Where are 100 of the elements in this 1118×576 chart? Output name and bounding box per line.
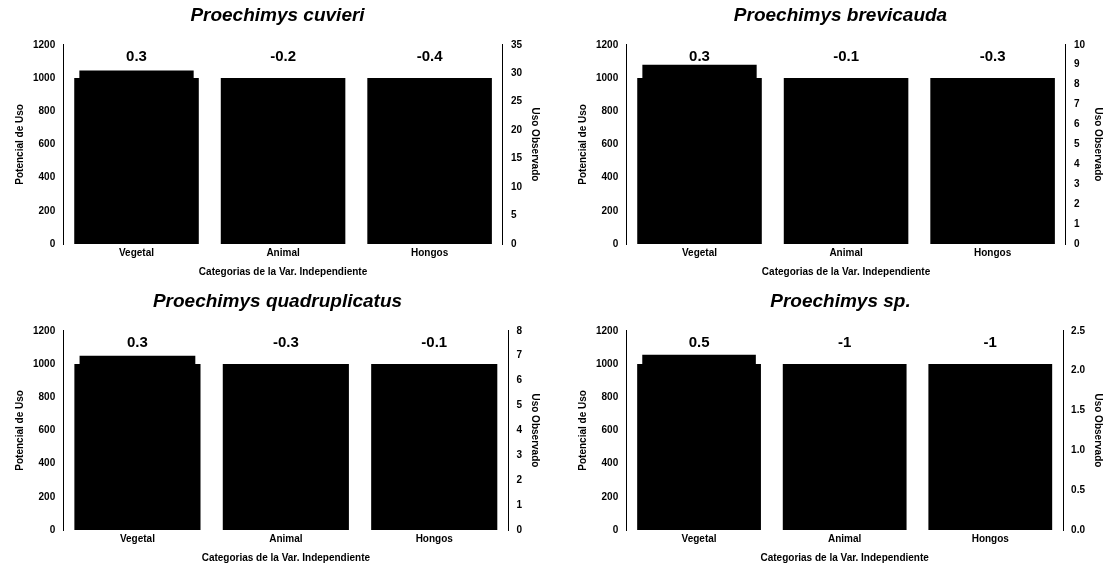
- x-tick-label: Vegetal: [682, 246, 718, 258]
- y2-tick-label: 9: [1073, 58, 1080, 70]
- y2-tick-label: 25: [510, 95, 523, 107]
- chart-title: Proechimys sp.: [770, 289, 911, 311]
- y-tick-label: 800: [38, 104, 56, 116]
- x-tick-label: Animal: [828, 532, 862, 544]
- y2-tick-label: 2.5: [1071, 324, 1086, 336]
- y2-tick-label: 1.5: [1071, 404, 1086, 416]
- y-tick-label: 1000: [596, 71, 619, 83]
- y2-tick-label: 0.5: [1071, 483, 1086, 495]
- y-axis-title: Potencial de Uso: [13, 104, 25, 185]
- annotation: -0.2: [270, 46, 296, 64]
- y2-tick-label: 0: [516, 523, 523, 535]
- y2-tick-label: 3: [516, 449, 523, 461]
- x-tick-label: Vegetal: [119, 532, 156, 544]
- x-tick-label: Vegetal: [119, 246, 155, 258]
- y2-tick-label: 5: [1073, 138, 1080, 150]
- y-tick-label: 800: [601, 390, 619, 402]
- y2-tick-label: 30: [510, 67, 523, 79]
- y2-tick-label: 7: [1073, 98, 1080, 110]
- y2-tick-label: 6: [1073, 118, 1080, 130]
- y2-axis-title: Uso Observado: [1093, 107, 1105, 182]
- y2-tick-label: 0: [510, 237, 517, 249]
- y-tick-label: 1000: [33, 71, 56, 83]
- y-axis-title: Potencial de Uso: [13, 390, 25, 471]
- x-tick-label: Animal: [829, 246, 863, 258]
- x-axis-title: Categorias de la Var. Independiente: [201, 551, 371, 563]
- y-tick-label: 1200: [33, 38, 56, 50]
- y2-tick-label: 3: [1073, 177, 1080, 189]
- y2-tick-label: 2: [516, 473, 523, 485]
- y2-tick-label: 8: [516, 324, 523, 336]
- x-tick-label: Hongos: [974, 246, 1012, 258]
- y2-tick-label: 4: [516, 424, 523, 436]
- chart-title: Proechimys brevicauda: [733, 3, 948, 25]
- y-tick-label: 600: [601, 138, 619, 150]
- y-tick-label: 1200: [33, 324, 56, 336]
- y-tick-label: 200: [601, 490, 619, 502]
- annotation: -1: [983, 332, 997, 350]
- y-tick-label: 600: [38, 424, 56, 436]
- y2-axis-title: Uso Observado: [530, 393, 542, 468]
- y-tick-label: 200: [38, 204, 56, 216]
- annotation: -0.1: [833, 46, 859, 64]
- y-tick-label: 600: [38, 138, 56, 150]
- y-tick-label: 800: [601, 104, 619, 116]
- annotation: 0.3: [689, 46, 710, 64]
- y2-tick-label: 5: [516, 399, 523, 411]
- y2-tick-label: 20: [510, 123, 523, 135]
- y2-tick-label: 5: [510, 209, 517, 221]
- y2-tick-label: 10: [1073, 38, 1086, 50]
- y-tick-label: 600: [601, 424, 619, 436]
- x-axis-title: Categorias de la Var. Independiente: [760, 551, 930, 563]
- annotation: 0.3: [127, 332, 148, 350]
- y-tick-label: 400: [38, 457, 56, 469]
- y-tick-label: 1200: [596, 38, 619, 50]
- y-tick-label: 1000: [596, 357, 619, 369]
- x-tick-label: Animal: [269, 532, 303, 544]
- y-axis-title: Potencial de Uso: [576, 104, 588, 185]
- y-tick-label: 0: [49, 237, 56, 249]
- y2-axis-title: Uso Observado: [1093, 393, 1105, 468]
- y-tick-label: 200: [601, 204, 619, 216]
- y-tick-label: 400: [38, 171, 56, 183]
- y2-tick-label: 0.0: [1071, 523, 1086, 535]
- y2-tick-label: 8: [1073, 78, 1080, 90]
- y-tick-label: 1000: [33, 357, 56, 369]
- y-tick-label: 0: [612, 237, 619, 249]
- annotation: -0.4: [416, 46, 444, 64]
- y-tick-label: 1200: [596, 324, 619, 336]
- annotation: -0.3: [979, 46, 1006, 64]
- y2-tick-label: 4: [1073, 158, 1080, 170]
- y-tick-label: 0: [49, 523, 56, 535]
- y2-tick-label: 10: [510, 180, 523, 192]
- y-tick-label: 0: [612, 523, 619, 535]
- x-tick-label: Vegetal: [681, 532, 717, 544]
- x-tick-label: Animal: [266, 246, 300, 258]
- annotation: -0.3: [272, 332, 299, 350]
- y2-tick-label: 1: [1073, 217, 1080, 229]
- x-tick-label: Hongos: [971, 532, 1010, 544]
- y-axis-title: Potencial de Uso: [576, 390, 588, 471]
- annotation: -1: [838, 332, 852, 350]
- x-axis-title: Categorias de la Var. Independiente: [761, 265, 931, 277]
- y2-tick-label: 0: [1073, 237, 1080, 249]
- y2-tick-label: 35: [510, 38, 523, 50]
- x-tick-label: Hongos: [411, 246, 449, 258]
- annotation: 0.3: [126, 46, 147, 64]
- y-tick-label: 800: [38, 390, 56, 402]
- x-tick-label: Hongos: [415, 532, 454, 544]
- y2-tick-label: 1: [516, 498, 523, 510]
- y-tick-label: 400: [601, 457, 619, 469]
- y2-tick-label: 2: [1073, 197, 1080, 209]
- y2-tick-label: 6: [516, 374, 523, 386]
- y-tick-label: 200: [38, 490, 56, 502]
- y2-tick-label: 15: [510, 152, 523, 164]
- chart-title: Proechimys quadruplicatus: [152, 289, 403, 311]
- y-tick-label: 400: [601, 171, 619, 183]
- y2-tick-label: 2.0: [1071, 364, 1086, 376]
- chart-title: Proechimys cuvieri: [190, 3, 366, 25]
- annotation: -0.1: [421, 332, 448, 350]
- y2-axis-title: Uso Observado: [530, 107, 542, 182]
- y2-tick-label: 1.0: [1071, 444, 1086, 456]
- x-axis-title: Categorias de la Var. Independiente: [198, 265, 368, 277]
